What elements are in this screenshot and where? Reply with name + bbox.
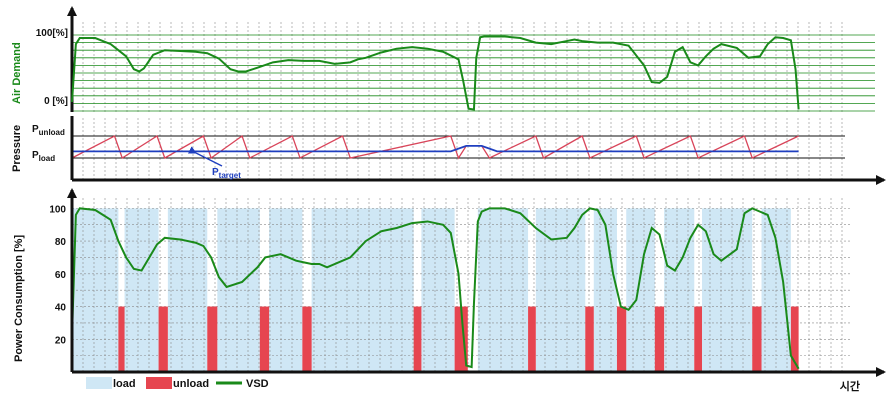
pressure-sawtooth-line xyxy=(71,134,799,160)
unload-bar xyxy=(790,306,799,372)
power-y-tick-label: 20 xyxy=(55,335,67,346)
air-demand-tick-100: 100[%] xyxy=(36,28,68,39)
pressure-panel: Punload Pload Ptarget Pressure xyxy=(11,116,886,185)
load-band xyxy=(701,208,753,372)
unload-bar xyxy=(207,306,218,372)
unload-bar xyxy=(585,306,594,372)
air-demand-tick-0: 0 [%] xyxy=(44,96,68,107)
power-ylabel: Power Consumption [%] xyxy=(13,235,25,362)
legend-load-label: load xyxy=(113,378,136,390)
time-axis-label: 시간 xyxy=(840,379,860,393)
air-demand-panel: 100[%] 0 [%] Air Demand xyxy=(11,6,875,112)
unload-bar xyxy=(694,306,702,372)
power-y-ticks: 20 40 60 80 100 xyxy=(49,204,66,346)
pressure-grid xyxy=(82,118,843,180)
legend-load-swatch xyxy=(86,377,112,389)
pressure-unload-tick: Punload xyxy=(32,124,65,137)
unload-bar xyxy=(158,306,168,372)
legend-unload-label: unload xyxy=(173,378,209,390)
air-demand-line xyxy=(71,35,800,111)
power-consumption-panel: 20 40 60 80 100 Power Consumption [%] 시간 xyxy=(13,188,886,393)
power-y-tick-label: 100 xyxy=(49,204,66,215)
power-y-tick-label: 40 xyxy=(55,303,67,314)
pressure-ylabel: Pressure xyxy=(11,125,23,172)
unload-bar xyxy=(616,306,627,372)
power-load-bands xyxy=(72,208,791,372)
air-demand-ylabel: Air Demand xyxy=(11,42,23,104)
power-y-tick-label: 80 xyxy=(55,237,67,248)
legend-vsd-label: VSD xyxy=(246,378,269,390)
unload-bar xyxy=(302,306,312,372)
power-unload-bars xyxy=(118,306,799,372)
legend: load unload VSD xyxy=(86,377,269,390)
unload-bar xyxy=(413,306,422,372)
load-band xyxy=(311,208,414,372)
pressure-target-line xyxy=(72,144,799,153)
power-y-tick-label: 60 xyxy=(55,270,67,281)
load-band xyxy=(72,208,119,372)
unload-bar xyxy=(118,306,125,372)
pressure-target-annotation: Ptarget xyxy=(212,167,241,180)
load-band xyxy=(477,208,529,372)
unload-bar xyxy=(654,306,665,372)
air-demand-grid xyxy=(72,22,875,112)
unload-bar xyxy=(752,306,762,372)
unload-bar xyxy=(259,306,270,372)
pressure-load-tick: Pload xyxy=(32,150,55,163)
vsd-power-line xyxy=(71,207,800,370)
legend-unload-swatch xyxy=(146,377,172,389)
pressure-target-pointer xyxy=(187,146,223,167)
unload-bar xyxy=(528,306,536,372)
